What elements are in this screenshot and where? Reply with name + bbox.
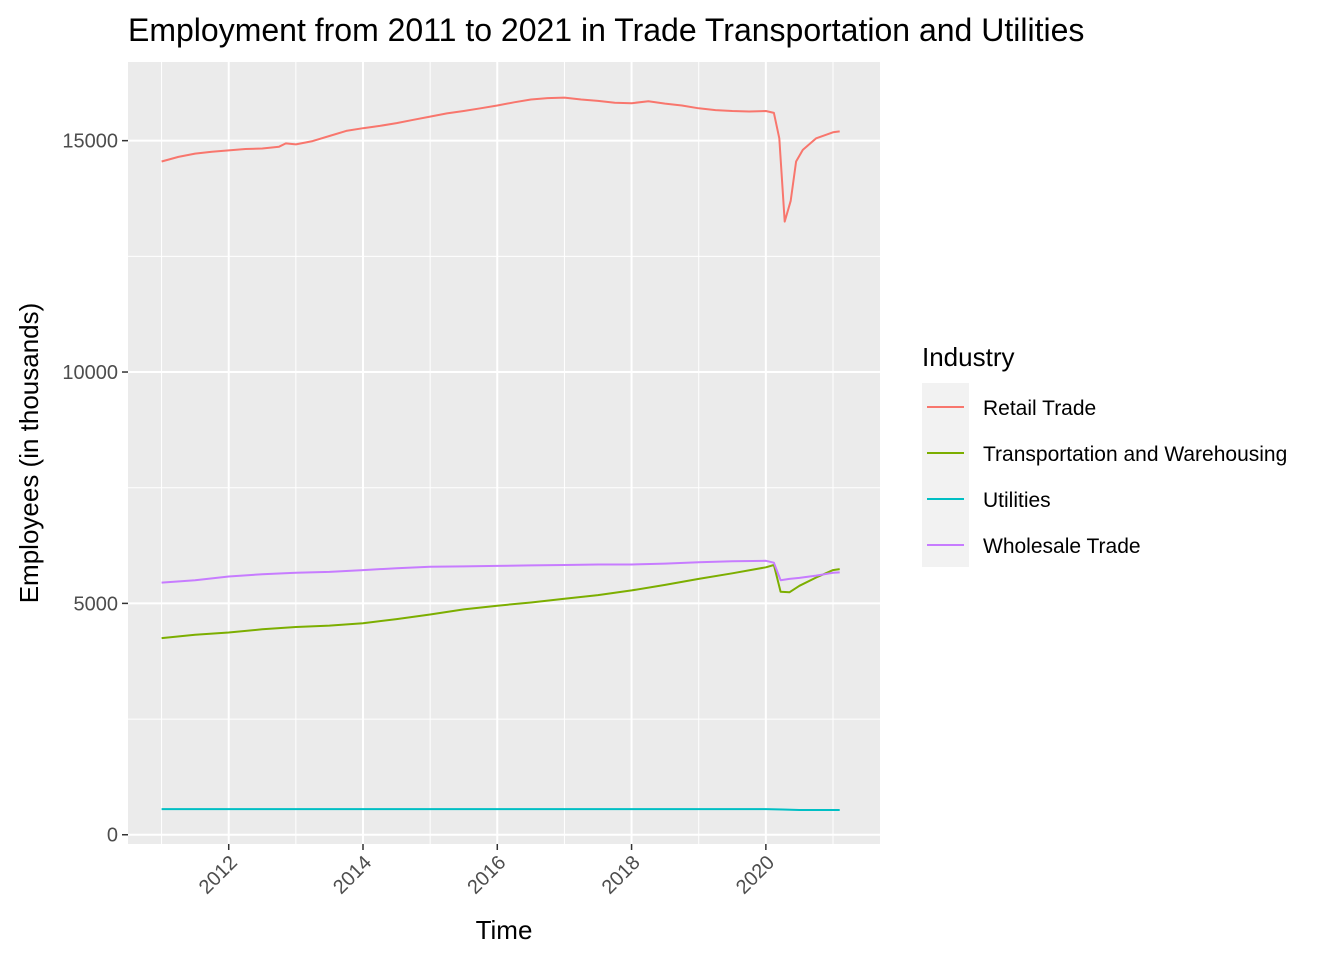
- x-tick-label: 2014: [329, 852, 376, 899]
- series-line-transportation-and-warehousing: [161, 564, 840, 640]
- legend-item: Utilities: [927, 489, 1051, 512]
- legend-keys-background: [922, 383, 969, 567]
- x-axis-title: Time: [476, 915, 533, 945]
- legend-item: Wholesale Trade: [927, 535, 1141, 558]
- y-tick-label: 5000: [74, 593, 119, 615]
- y-axis-ticks: 0 5000 10000 15000: [62, 131, 128, 847]
- x-tick-label: 2012: [195, 852, 242, 899]
- minor-gridlines: [128, 62, 880, 844]
- major-gridlines: [128, 62, 880, 844]
- legend-label: Transportation and Warehousing: [983, 443, 1287, 466]
- chart-title: Employment from 2011 to 2021 in Trade Tr…: [128, 12, 1084, 48]
- legend-label: Retail Trade: [983, 397, 1096, 420]
- series-line-utilities: [161, 808, 840, 811]
- y-tick-label: 0: [107, 825, 118, 847]
- y-axis-title: Employees (in thousands): [14, 303, 44, 604]
- x-tick-label: 2020: [732, 852, 779, 899]
- legend-title: Industry: [922, 342, 1015, 372]
- legend-items: Retail Trade Transportation and Warehousi…: [927, 397, 1287, 558]
- x-tick-label: 2018: [598, 852, 645, 899]
- series-lines: [161, 96, 840, 811]
- x-tick-label: 2016: [463, 852, 510, 899]
- legend-item: Retail Trade: [927, 397, 1096, 420]
- legend-label: Wholesale Trade: [983, 535, 1141, 558]
- legend-item: Transportation and Warehousing: [927, 443, 1287, 466]
- plot-panel: [128, 62, 880, 844]
- legend-label: Utilities: [983, 489, 1051, 512]
- legend: Industry Retail Trade Transportation and …: [922, 342, 1287, 567]
- y-tick-label: 10000: [62, 362, 118, 384]
- series-line-retail-trade: [161, 96, 840, 223]
- series-line-wholesale-trade: [161, 559, 840, 584]
- y-tick-label: 15000: [62, 131, 118, 153]
- x-axis-ticks: 2012 2014 2016 2018 2020: [195, 844, 779, 899]
